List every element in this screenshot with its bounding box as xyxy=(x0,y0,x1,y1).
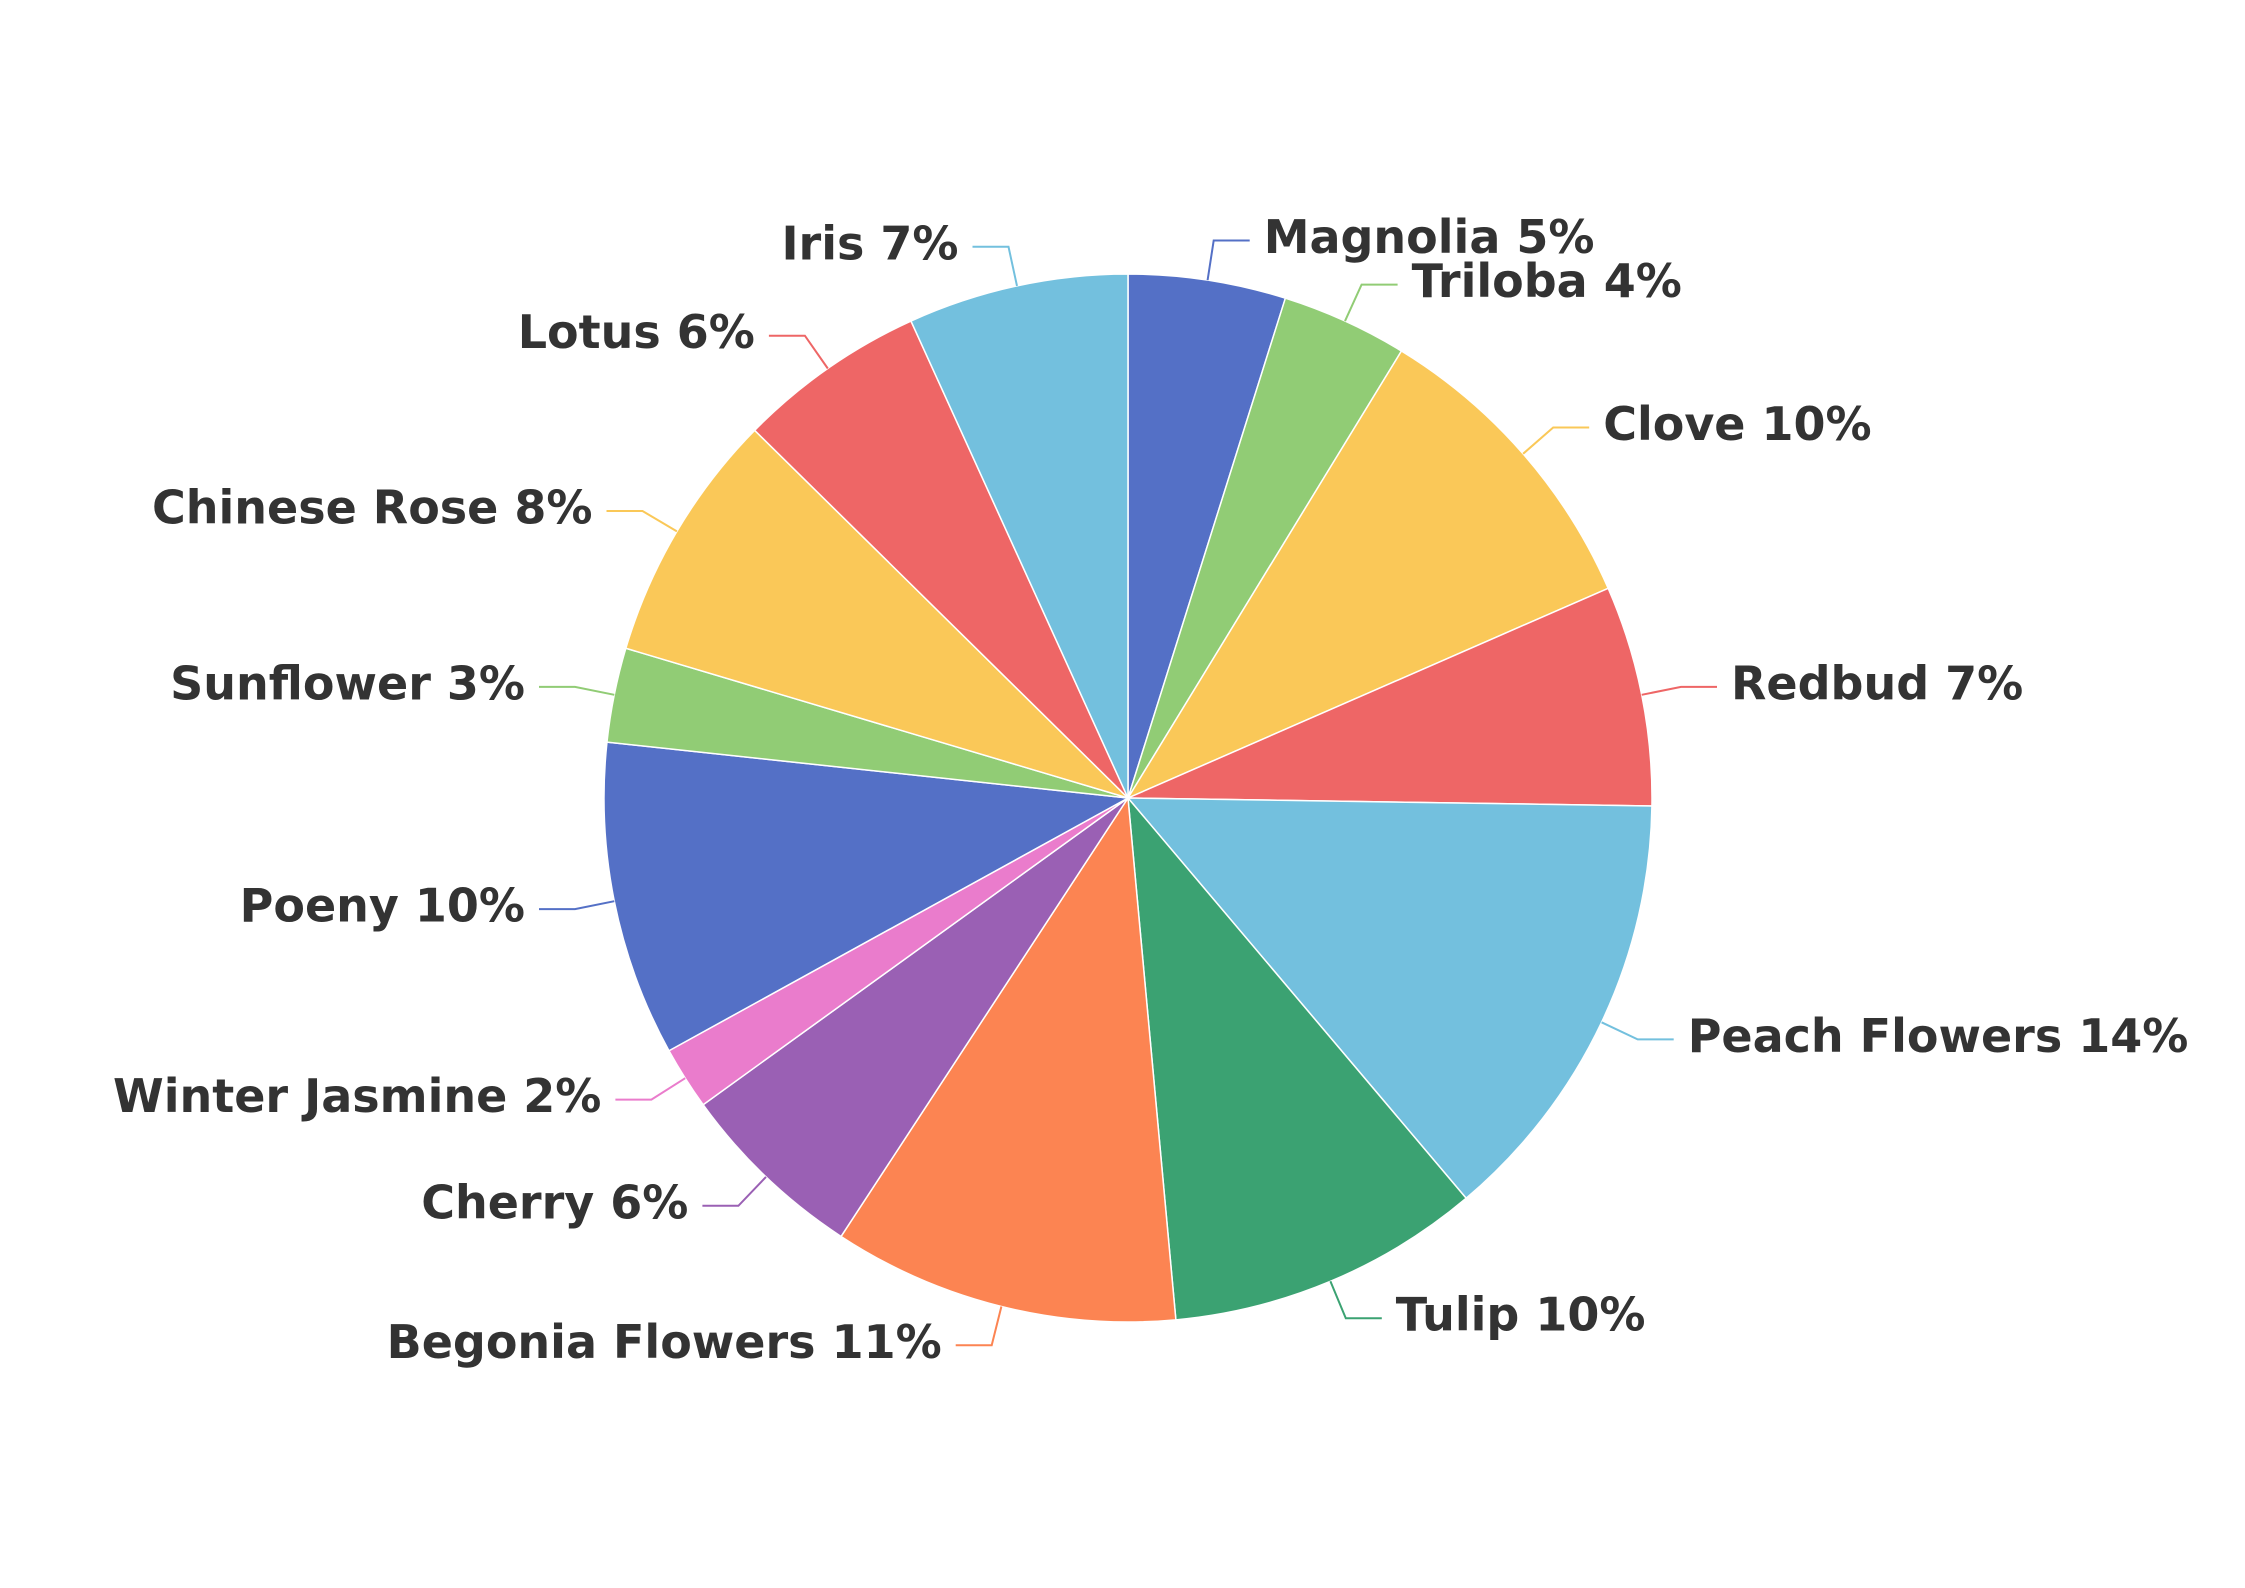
data-label-magnolia: Magnolia 5% xyxy=(1264,210,1595,264)
data-label-peach-flowers: Peach Flowers 14% xyxy=(1688,1009,2189,1063)
pie-slice-clove[interactable] xyxy=(1127,350,1609,799)
leader-line-sunflower xyxy=(539,685,615,696)
leader-line-triloba xyxy=(1344,283,1398,322)
data-label-iris: Iris 7% xyxy=(781,216,958,270)
leader-line-winter-jasmine xyxy=(615,1077,686,1101)
data-label-begonia-flowers: Begonia Flowers 11% xyxy=(387,1315,942,1369)
data-label-winter-jasmine: Winter Jasmine 2% xyxy=(113,1069,601,1123)
pie-slice-peach-flowers[interactable] xyxy=(1127,797,1653,1200)
leader-line-begonia-flowers xyxy=(955,1306,1003,1347)
data-label-redbud: Redbud 7% xyxy=(1731,656,2023,710)
data-label-lotus: Lotus 6% xyxy=(518,305,755,359)
data-label-sunflower: Sunflower 3% xyxy=(170,656,525,710)
leader-line-lotus xyxy=(768,334,829,370)
leader-line-peach-flowers xyxy=(1601,1021,1674,1041)
pie-slice-magnolia[interactable] xyxy=(1127,273,1287,799)
data-label-triloba: Triloba 4% xyxy=(1412,254,1682,308)
pie-leader-lines xyxy=(539,239,1717,1347)
leader-line-cherry xyxy=(702,1176,767,1207)
pie-slices xyxy=(603,273,1653,1323)
leader-line-iris xyxy=(972,245,1018,287)
leader-line-clove xyxy=(1522,426,1590,455)
pie-slice-tulip[interactable] xyxy=(1127,797,1467,1321)
leader-line-poeny xyxy=(539,900,615,911)
leader-line-chinese-rose xyxy=(606,510,678,533)
data-label-cherry: Cherry 6% xyxy=(421,1175,688,1229)
pie-slice-poeny[interactable] xyxy=(603,741,1129,1052)
pie-slice-cherry[interactable] xyxy=(702,797,1129,1238)
data-label-clove: Clove 10% xyxy=(1603,397,1871,451)
pie-slice-lotus[interactable] xyxy=(753,320,1129,799)
pie-slice-begonia-flowers[interactable] xyxy=(840,797,1177,1323)
data-label-poeny: Poeny 10% xyxy=(240,879,525,933)
data-label-chinese-rose: Chinese Rose 8% xyxy=(152,481,593,535)
data-label-tulip: Tulip 10% xyxy=(1396,1288,1646,1342)
leader-line-magnolia xyxy=(1206,239,1250,281)
leader-line-redbud xyxy=(1641,685,1717,696)
leader-line-tulip xyxy=(1329,1280,1382,1320)
pie-labels: Magnolia 5%Triloba 4% Clove 10% Redbud 7% P… xyxy=(113,210,2188,1369)
